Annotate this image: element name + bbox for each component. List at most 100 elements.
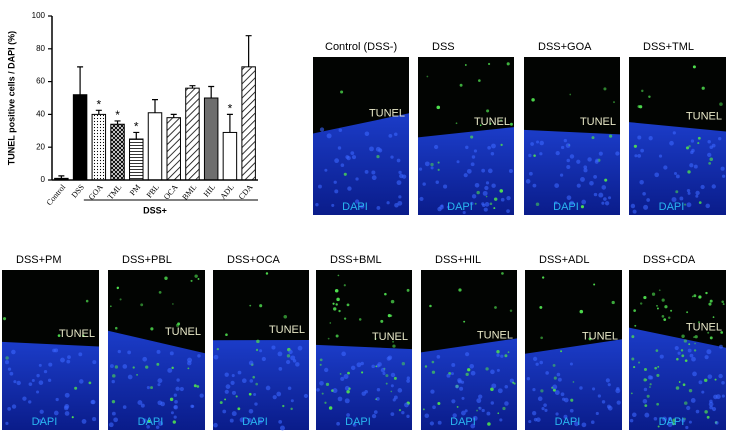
tunel-dot <box>464 64 467 66</box>
nucleus <box>261 356 266 362</box>
nucleus <box>390 372 396 378</box>
tunel-label: TUNEL <box>686 111 722 123</box>
y-tick-label: 40 <box>36 110 45 119</box>
tunel-dot <box>361 371 364 374</box>
nucleus <box>529 171 533 176</box>
tunel-dot <box>2 317 7 321</box>
nucleus <box>354 199 360 204</box>
tunel-dot <box>714 378 717 381</box>
nucleus <box>338 128 343 132</box>
nucleus <box>36 390 40 394</box>
micrograph <box>108 270 205 430</box>
nucleus <box>319 127 325 132</box>
nucleus <box>237 370 242 375</box>
nucleus <box>156 349 161 354</box>
tunel-dot <box>197 278 200 280</box>
nucleus <box>640 148 644 153</box>
tunel-dot <box>637 105 641 108</box>
nucleus <box>91 399 96 405</box>
nucleus <box>173 393 178 397</box>
nucleus <box>111 379 115 384</box>
y-tick-label: 20 <box>36 142 45 151</box>
nucleus <box>406 414 410 419</box>
tunel-dot <box>286 354 291 358</box>
nucleus <box>721 380 725 385</box>
tunel-dot <box>658 289 661 292</box>
tunel-dot <box>190 279 193 282</box>
nucleus <box>436 355 441 359</box>
tunel-dot <box>74 386 78 390</box>
nucleus <box>63 405 69 411</box>
nucleus <box>681 418 686 423</box>
tunel-dot <box>633 309 637 312</box>
tunel-dot <box>140 303 144 307</box>
nucleus <box>482 203 486 208</box>
tunel-dot <box>513 382 516 385</box>
nucleus <box>504 384 509 389</box>
tunel-dot <box>282 404 285 408</box>
tunel-dot <box>633 366 636 369</box>
tunel-dot <box>393 376 397 380</box>
nucleus <box>92 360 97 365</box>
tunel-dot <box>437 401 441 405</box>
nucleus <box>706 349 712 355</box>
nucleus <box>601 400 606 404</box>
nucleus <box>404 402 409 408</box>
tunel-dot <box>507 351 510 353</box>
tunel-dot <box>340 90 344 94</box>
tunel-dot <box>539 305 543 309</box>
nucleus <box>376 397 380 401</box>
nucleus <box>38 363 42 367</box>
nucleus <box>497 388 503 394</box>
tunel-dot <box>494 306 497 309</box>
nucleus <box>64 411 70 416</box>
micrograph <box>421 270 517 430</box>
tunel-label: TUNEL <box>59 328 95 340</box>
nucleus <box>576 159 581 164</box>
group-label: DSS+ <box>143 205 167 215</box>
micrograph <box>629 57 726 215</box>
tunel-dot <box>720 331 724 334</box>
bar <box>147 112 163 181</box>
nucleus <box>369 146 374 152</box>
tunel-dot <box>681 334 685 338</box>
nucleus <box>484 202 490 207</box>
nucleus <box>545 371 549 375</box>
nucleus <box>397 388 403 393</box>
nucleus <box>254 402 258 406</box>
tunel-dot <box>644 404 648 407</box>
tunel-dot <box>552 388 556 392</box>
tunel-dot <box>401 362 406 366</box>
nucleus <box>175 386 180 391</box>
significance-mark: * <box>228 102 233 116</box>
tunel-dot <box>459 83 463 87</box>
nucleus <box>669 140 674 146</box>
nucleus <box>79 379 84 384</box>
nucleus <box>340 163 345 167</box>
nucleus <box>537 396 543 402</box>
nucleus <box>632 209 637 214</box>
nucleus <box>355 177 359 181</box>
tunel-dot <box>579 309 584 314</box>
bar <box>166 117 181 181</box>
nucleus <box>483 207 488 212</box>
tunel-label: TUNEL <box>269 324 305 336</box>
tunel-dot <box>643 378 647 382</box>
tunel-dot <box>604 178 608 182</box>
error-bar <box>170 113 177 118</box>
tunel-dot <box>172 420 176 424</box>
bar <box>91 113 107 181</box>
error-bar <box>152 99 158 113</box>
nucleus <box>419 196 424 202</box>
nucleus <box>364 169 369 174</box>
nucleus <box>581 422 587 428</box>
tunel-dot <box>509 122 513 126</box>
tunel-dot <box>611 300 615 305</box>
nucleus <box>461 396 465 400</box>
tunel-dot <box>709 157 714 162</box>
nucleus <box>92 417 97 422</box>
nucleus <box>677 351 681 355</box>
nucleus <box>333 180 337 184</box>
nucleus <box>376 387 381 392</box>
nucleus <box>565 143 571 148</box>
